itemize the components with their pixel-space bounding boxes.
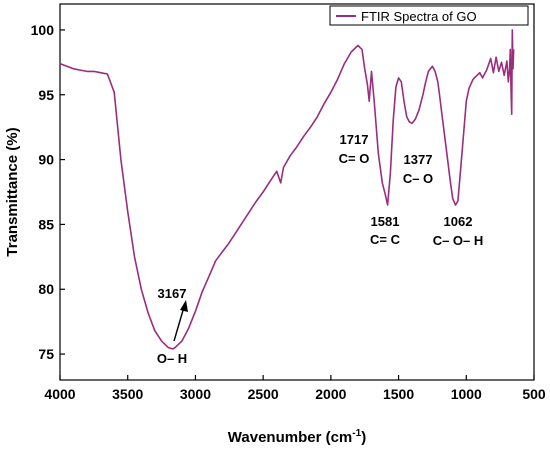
annotation-3167-arrowhead	[180, 300, 188, 312]
annotation-1581-group: C= C	[370, 232, 401, 247]
y-tick-label: 80	[38, 281, 54, 297]
annotation-3167-group: O– H	[157, 351, 187, 366]
annotation-1717-value: 1717	[340, 132, 369, 147]
annotation-1581-value: 1581	[371, 214, 400, 229]
annotation-1377: 1377 C– O	[403, 152, 433, 186]
plot-frame	[59, 3, 535, 381]
annotation-3167: 3167 O– H	[157, 286, 188, 366]
y-tick-label: 75	[38, 346, 54, 362]
annotation-1377-group: C– O	[403, 171, 433, 186]
annotation-1062: 1062 C– O– H	[433, 214, 484, 248]
x-tick-label: 500	[522, 386, 546, 402]
annotation-3167-value: 3167	[158, 286, 187, 301]
annotation-1717: 1717 C= O	[339, 132, 370, 166]
legend: FTIR Spectra of GO	[329, 5, 529, 26]
y-tick-label: 85	[38, 216, 54, 232]
x-axis-ticks: 4000 3500 3000 2500 2000 1500 1000 500	[44, 375, 546, 402]
legend-label: FTIR Spectra of GO	[361, 9, 477, 24]
y-tick-label: 90	[38, 152, 54, 168]
x-tick-label: 1500	[383, 386, 414, 402]
annotation-1062-value: 1062	[444, 214, 473, 229]
legend-box	[329, 5, 529, 26]
y-tick-label: 95	[38, 87, 54, 103]
x-tick-label: 2500	[248, 386, 279, 402]
annotation-3167-arrow	[173, 306, 185, 342]
annotation-1717-group: C= O	[339, 151, 370, 166]
x-tick-label: 2000	[315, 386, 346, 402]
annotation-1581: 1581 C= C	[370, 214, 401, 247]
x-tick-label: 4000	[44, 386, 75, 402]
y-axis-title: Transmittance (%)	[4, 127, 21, 256]
annotation-1062-group: C– O– H	[433, 233, 484, 248]
ftir-series-line	[59, 29, 515, 350]
y-axis-ticks: 75 80 85 90 95 100	[31, 22, 65, 362]
x-tick-label: 1000	[451, 386, 482, 402]
x-axis-title: Wavenumber (cm-1)	[228, 428, 366, 446]
annotation-1377-value: 1377	[404, 152, 433, 167]
x-tick-label: 3000	[180, 386, 211, 402]
x-tick-label: 3500	[112, 386, 143, 402]
y-tick-label: 100	[31, 22, 55, 38]
